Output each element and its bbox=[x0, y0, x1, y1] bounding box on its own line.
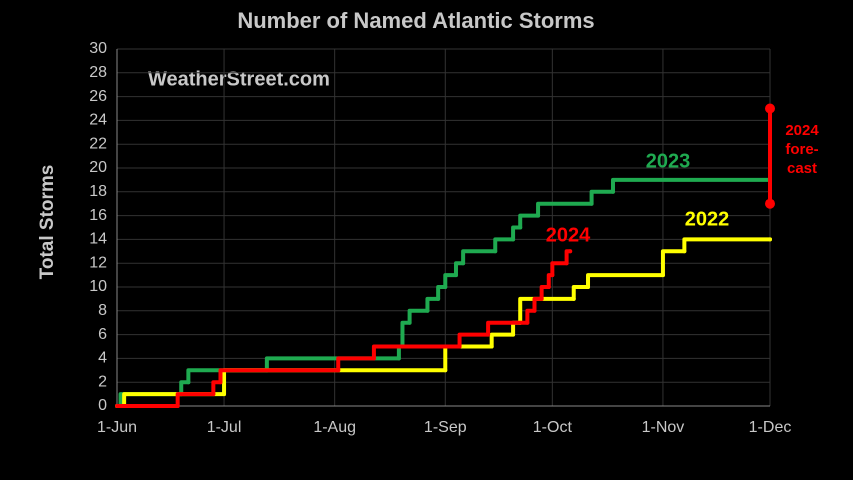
x-tick-label: 1-Jul bbox=[207, 419, 242, 436]
series-label: 2022 bbox=[685, 208, 730, 230]
forecast-label: fore- bbox=[785, 141, 818, 158]
step-line bbox=[400, 320, 412, 349]
y-tick-label: 2 bbox=[98, 373, 107, 390]
step-line bbox=[493, 237, 516, 254]
y-tick-label: 14 bbox=[89, 231, 107, 248]
step-line bbox=[443, 273, 458, 289]
series-label: 2023 bbox=[646, 150, 691, 172]
step-line bbox=[539, 285, 551, 301]
forecast-label: cast bbox=[787, 160, 817, 177]
step-line bbox=[532, 296, 544, 313]
step-line bbox=[525, 308, 537, 325]
step-line bbox=[336, 356, 376, 373]
forecast-label: 2024 bbox=[785, 122, 819, 139]
step-line bbox=[175, 392, 216, 408]
x-tick-label: 1-Dec bbox=[749, 419, 792, 436]
step-line bbox=[586, 273, 665, 289]
step-line bbox=[511, 225, 523, 242]
step-line bbox=[461, 249, 498, 266]
y-tick-label: 12 bbox=[89, 254, 107, 271]
step-line bbox=[518, 213, 541, 230]
x-tick-label: 1-Jun bbox=[97, 419, 137, 436]
chart-title: Number of Named Atlantic Storms bbox=[237, 8, 594, 33]
y-tick-label: 4 bbox=[98, 350, 107, 367]
step-line bbox=[407, 308, 430, 325]
watermark: WeatherStreet.com bbox=[148, 68, 330, 90]
y-axis-label: Total Storms bbox=[37, 165, 58, 280]
y-tick-label: 22 bbox=[89, 135, 107, 152]
y-tick-label: 28 bbox=[89, 64, 107, 81]
step-line bbox=[211, 380, 223, 397]
step-line bbox=[179, 380, 191, 397]
step-line bbox=[610, 177, 772, 194]
step-line bbox=[518, 296, 576, 325]
step-line bbox=[436, 285, 448, 301]
y-tick-label: 16 bbox=[89, 207, 107, 224]
step-line bbox=[486, 320, 530, 337]
step-line bbox=[682, 237, 772, 254]
x-tick-label: 1-Aug bbox=[313, 419, 356, 436]
step-line bbox=[371, 344, 462, 361]
step-line bbox=[571, 285, 591, 301]
y-tick-label: 30 bbox=[89, 40, 107, 57]
y-tick-label: 8 bbox=[98, 302, 107, 319]
step-line bbox=[457, 332, 491, 349]
x-tick-label: 1-Oct bbox=[533, 419, 573, 436]
step-line bbox=[453, 261, 466, 278]
y-tick-label: 10 bbox=[89, 278, 107, 295]
step-line bbox=[489, 332, 516, 349]
y-tick-label: 6 bbox=[98, 326, 107, 343]
series-label: 2024 bbox=[546, 224, 591, 246]
step-line bbox=[536, 201, 594, 218]
y-tick-label: 26 bbox=[89, 88, 107, 105]
step-line bbox=[218, 368, 341, 385]
x-tick-label: 1-Sep bbox=[424, 419, 467, 436]
step-line bbox=[425, 296, 441, 313]
y-tick-label: 24 bbox=[89, 112, 107, 129]
x-tick-label: 1-Nov bbox=[642, 419, 685, 436]
forecast-high bbox=[765, 103, 775, 114]
step-line bbox=[660, 249, 687, 278]
step-line bbox=[550, 261, 569, 278]
y-tick-label: 18 bbox=[89, 183, 107, 200]
y-tick-label: 20 bbox=[89, 159, 107, 176]
step-line bbox=[589, 189, 615, 206]
y-tick-label: 0 bbox=[98, 397, 107, 414]
forecast-low bbox=[765, 198, 775, 209]
